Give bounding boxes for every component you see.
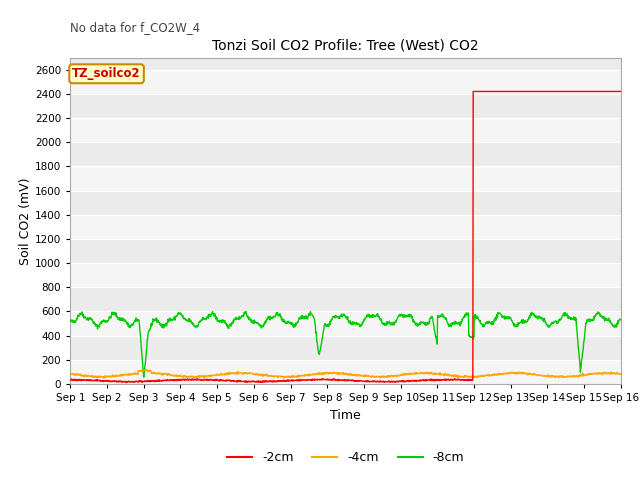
-8cm [67, 318, 74, 324]
-2cm [322, 377, 330, 383]
-4cm [143, 367, 150, 372]
-2cm [109, 378, 117, 384]
-2cm [132, 378, 140, 384]
Bar [70, 70, 621, 94]
-8cm [312, 329, 320, 335]
-8cm [132, 317, 140, 323]
Bar [70, 215, 621, 239]
Bar [70, 312, 621, 336]
-4cm [312, 371, 320, 377]
-4cm [100, 375, 108, 381]
-2cm [617, 89, 625, 95]
Y-axis label: Soil CO2 (mV): Soil CO2 (mV) [19, 177, 33, 264]
-2cm [469, 89, 477, 95]
-4cm [132, 371, 140, 376]
-8cm [242, 309, 250, 314]
-2cm [380, 379, 388, 384]
-8cm [381, 322, 388, 328]
-4cm [301, 373, 308, 379]
-8cm [301, 316, 308, 322]
Text: TZ_soilco2: TZ_soilco2 [72, 67, 141, 80]
Legend: -2cm, -4cm, -8cm: -2cm, -4cm, -8cm [222, 446, 469, 469]
-2cm [300, 377, 308, 383]
-8cm [140, 374, 148, 380]
-8cm [617, 317, 625, 323]
-8cm [322, 322, 330, 328]
Bar [70, 360, 621, 384]
-4cm [322, 370, 330, 376]
Line: -8cm: -8cm [70, 312, 621, 377]
X-axis label: Time: Time [330, 408, 361, 421]
Bar [70, 263, 621, 288]
-4cm [381, 373, 388, 379]
Bar [70, 167, 621, 191]
-2cm [312, 377, 319, 383]
-4cm [617, 371, 625, 377]
Title: Tonzi Soil CO2 Profile: Tree (West) CO2: Tonzi Soil CO2 Profile: Tree (West) CO2 [212, 38, 479, 52]
-2cm [122, 380, 130, 385]
Line: -2cm: -2cm [70, 92, 621, 383]
Text: No data for f_CO2W_4: No data for f_CO2W_4 [70, 22, 200, 35]
-2cm [67, 377, 74, 383]
-4cm [109, 374, 117, 380]
-8cm [109, 311, 117, 316]
-4cm [67, 371, 74, 376]
Line: -4cm: -4cm [70, 370, 621, 378]
Bar [70, 118, 621, 142]
